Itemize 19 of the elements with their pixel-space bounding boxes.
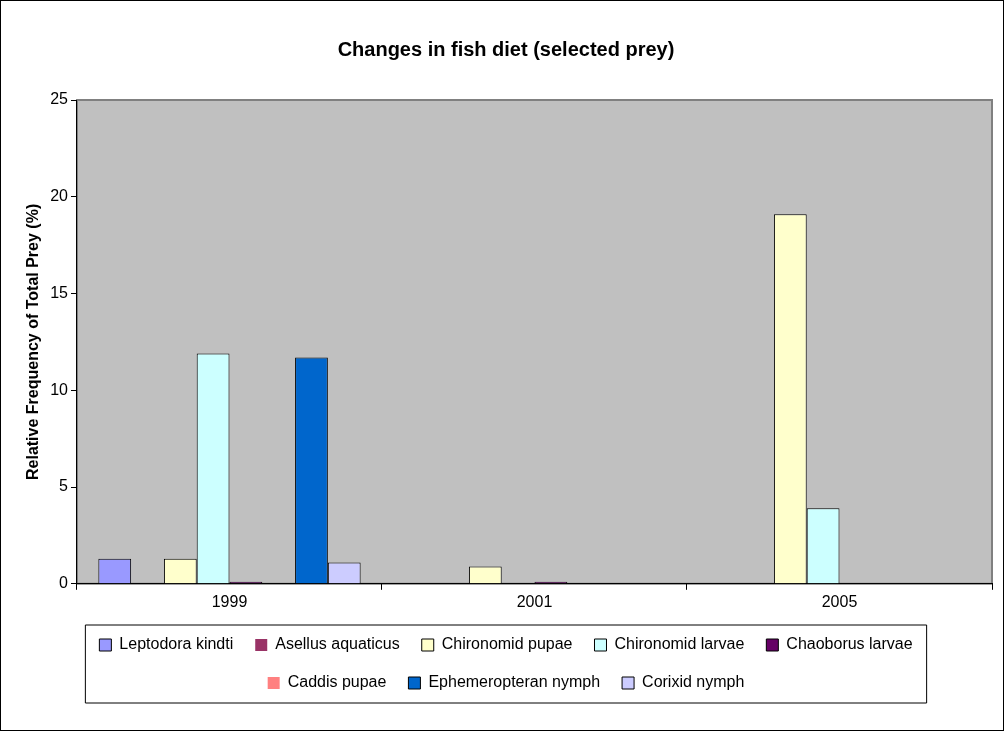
legend-label: Corixid nymph: [642, 673, 745, 691]
legend-label: Chironomid larvae: [614, 635, 745, 653]
y-tick-label: 10: [50, 380, 69, 398]
y-tick-label: 0: [59, 574, 69, 592]
x-tick-label: 2005: [821, 592, 858, 610]
y-tick-label: 15: [50, 283, 69, 301]
x-tick-label: 2001: [516, 592, 553, 610]
y-tick-label: 25: [50, 90, 69, 108]
legend-label: Asellus aquaticus: [275, 635, 400, 653]
legend-label: Ephemeropteran nymph: [428, 673, 601, 691]
chart-title: Changes in fish diet (selected prey): [337, 37, 675, 60]
legend-label: Chaoborus larvae: [786, 635, 913, 653]
y-tick-label: 20: [50, 187, 69, 205]
legend-label: Caddis pupae: [287, 673, 387, 691]
x-tick-label: 1999: [211, 592, 248, 610]
y-axis-title: Relative Frequency of Total Prey (%): [24, 203, 42, 481]
legend-label: Leptodora kindti: [119, 635, 234, 653]
y-tick-label: 5: [59, 477, 69, 495]
legend-label: Chironomid pupae: [441, 635, 573, 653]
